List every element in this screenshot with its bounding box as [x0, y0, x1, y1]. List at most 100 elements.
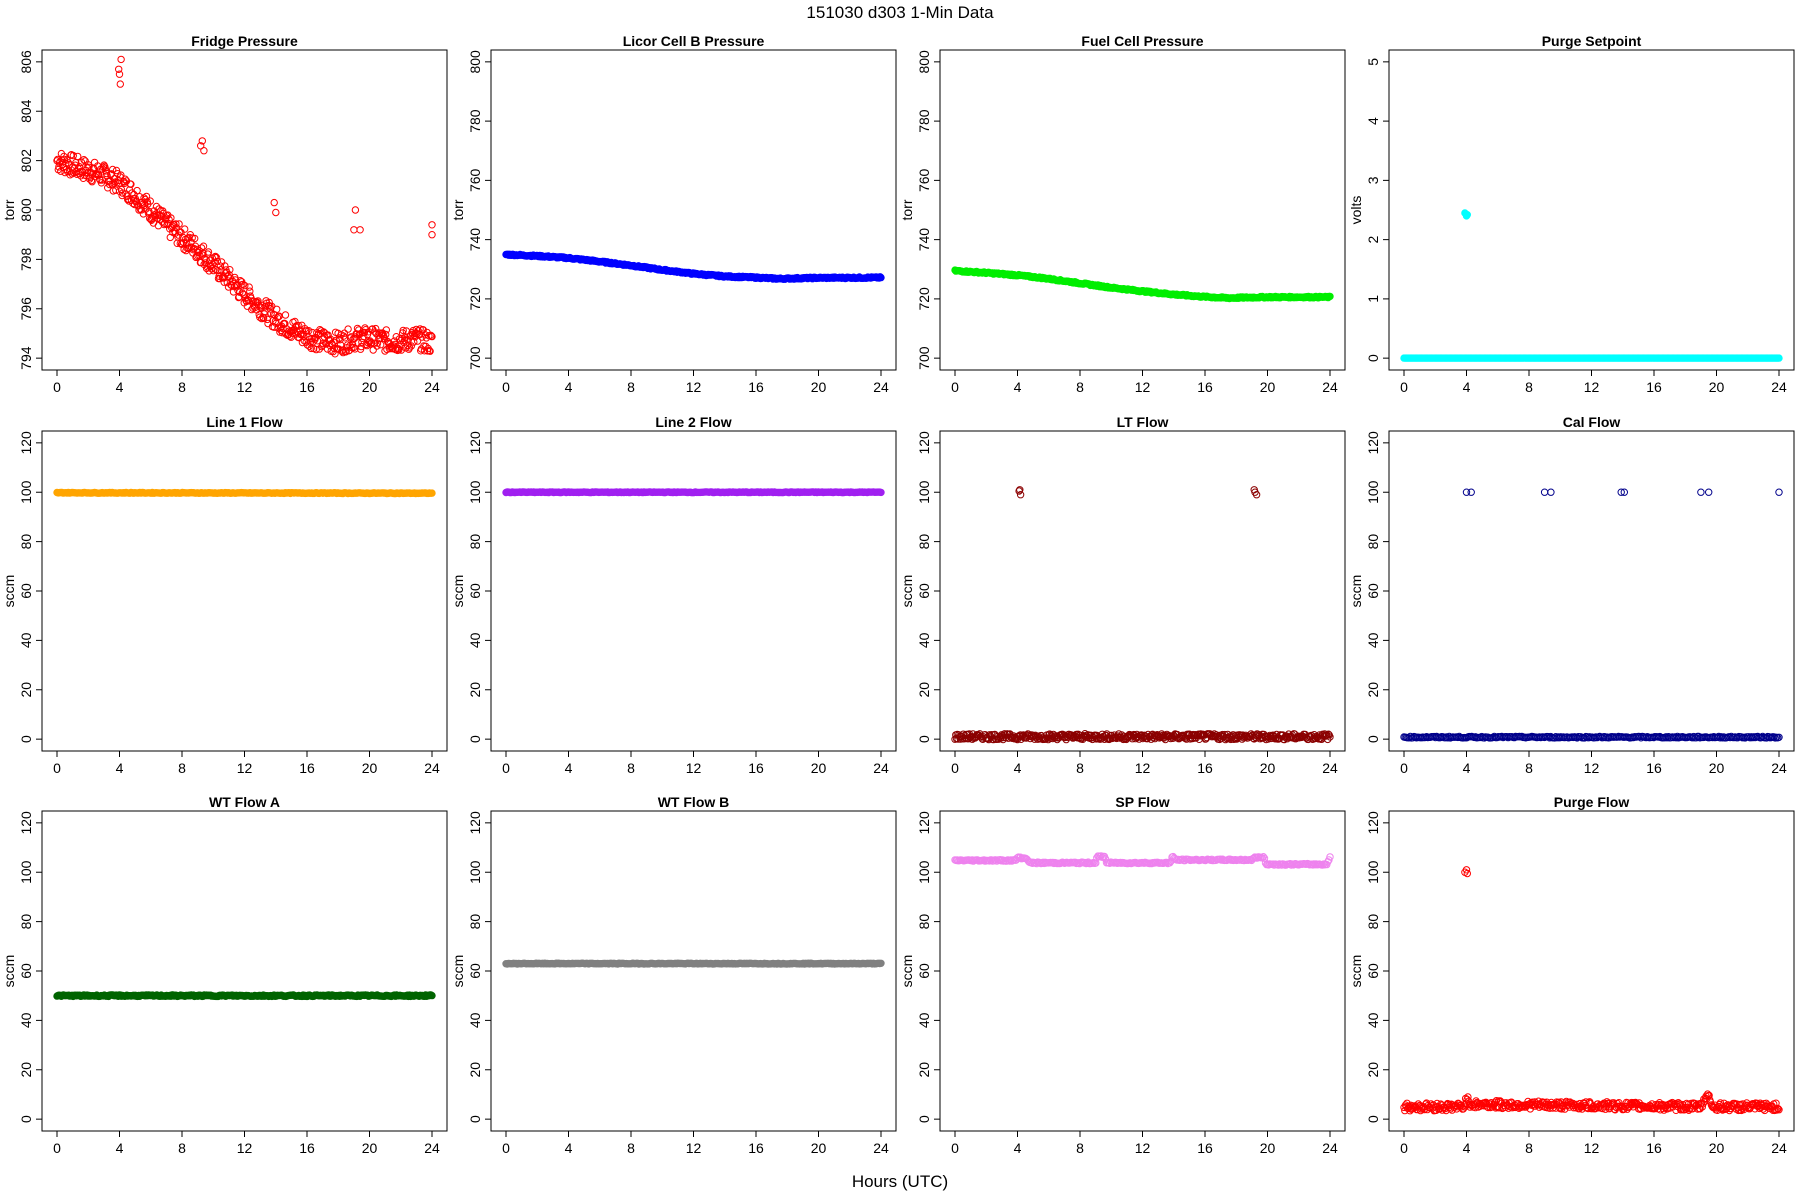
data-point — [305, 342, 313, 350]
y-tick-label: 120 — [916, 431, 932, 455]
y-tick-label: 3 — [1365, 176, 1381, 184]
data-point — [244, 296, 253, 305]
data-point — [369, 346, 377, 354]
outlier-point — [428, 221, 436, 229]
y-tick-label: 5 — [1365, 58, 1381, 66]
data-point — [422, 342, 430, 350]
y-axis-label: torr — [450, 199, 466, 220]
data-point — [1775, 354, 1783, 362]
x-tick-label: 16 — [1197, 379, 1213, 395]
data-point — [216, 262, 225, 270]
y-axis-label: torr — [1, 199, 17, 220]
x-tick-label: 16 — [1646, 1140, 1662, 1156]
x-tick-label: 24 — [873, 1140, 889, 1156]
data-point — [366, 337, 374, 345]
y-axis-label: sccm — [899, 575, 915, 608]
x-tick-label: 8 — [178, 379, 186, 395]
y-tick-label: 120 — [467, 811, 483, 835]
y-tick-label: 720 — [467, 287, 483, 311]
data-point — [419, 326, 427, 334]
y-tick-label: 20 — [1365, 1062, 1381, 1078]
data-point — [239, 280, 247, 289]
panel-1: Licor Cell B Pressuretorr700720740760780… — [450, 33, 897, 395]
series-points — [502, 250, 885, 283]
outlier-point — [272, 208, 280, 217]
outlier-point — [428, 231, 436, 239]
data-point — [199, 242, 208, 250]
data-point — [324, 331, 332, 339]
data-point — [357, 342, 365, 351]
panel-title: LT Flow — [1117, 414, 1169, 430]
data-point — [427, 331, 435, 339]
x-tick-label: 24 — [1771, 1140, 1787, 1156]
y-tick-label: 800 — [916, 50, 932, 74]
data-point — [273, 305, 281, 313]
x-tick-label: 4 — [116, 1140, 124, 1156]
data-point — [372, 324, 380, 333]
x-tick-label: 20 — [1260, 1140, 1276, 1156]
plot-frame — [1388, 810, 1795, 1132]
y-tick-label: 4 — [1365, 117, 1381, 125]
x-tick-label: 16 — [748, 1140, 764, 1156]
data-point — [264, 301, 273, 310]
y-tick-label: 60 — [916, 583, 932, 599]
y-tick-label: 740 — [916, 228, 932, 252]
data-point — [197, 244, 206, 252]
x-tick-label: 0 — [502, 1140, 510, 1156]
x-tick-label: 24 — [424, 379, 440, 395]
data-point — [338, 347, 346, 355]
data-point — [428, 489, 436, 497]
y-tick-label: 120 — [1365, 811, 1381, 835]
data-point — [77, 158, 86, 167]
plot-frame — [939, 430, 1346, 752]
x-tick-label: 16 — [748, 379, 764, 395]
y-axis-label: sccm — [1348, 955, 1364, 988]
data-point — [236, 277, 245, 285]
plot-frame — [939, 49, 1346, 371]
plot-frame — [490, 49, 897, 371]
y-tick-label: 40 — [916, 1012, 932, 1028]
data-point — [221, 262, 229, 270]
y-tick-label: 40 — [1365, 1012, 1381, 1028]
x-tick-label: 24 — [1771, 760, 1787, 776]
plot-frame — [1388, 49, 1795, 371]
series-points — [53, 488, 436, 498]
y-tick-label: 780 — [467, 109, 483, 133]
x-tick-label: 12 — [1135, 1140, 1151, 1156]
outlier-point — [116, 80, 125, 88]
y-tick-label: 100 — [1365, 480, 1381, 504]
y-tick-label: 40 — [18, 1012, 34, 1028]
x-tick-label: 20 — [1260, 760, 1276, 776]
y-tick-label: 0 — [18, 1115, 34, 1123]
x-tick-label: 8 — [1076, 760, 1084, 776]
data-point — [877, 959, 885, 967]
x-tick-label: 16 — [748, 760, 764, 776]
data-point — [167, 214, 175, 222]
x-tick-label: 8 — [1525, 760, 1533, 776]
data-point — [281, 320, 289, 328]
y-tick-label: 120 — [18, 811, 34, 835]
y-tick-label: 20 — [467, 1062, 483, 1078]
y-tick-label: 60 — [916, 963, 932, 979]
y-tick-label: 40 — [18, 632, 34, 648]
data-point — [382, 330, 390, 339]
data-point — [70, 164, 79, 172]
data-point — [133, 186, 141, 195]
x-tick-label: 0 — [951, 1140, 959, 1156]
y-tick-label: 80 — [1365, 534, 1381, 550]
x-tick-label: 16 — [1646, 760, 1662, 776]
y-tick-label: 20 — [916, 682, 932, 698]
outlier-point — [115, 70, 124, 78]
outlier-point — [356, 226, 364, 234]
outlier-point — [351, 206, 360, 214]
data-point — [428, 332, 436, 341]
data-point — [175, 220, 183, 228]
panel-title: Licor Cell B Pressure — [623, 33, 765, 49]
y-axis-label: sccm — [1348, 575, 1364, 608]
y-tick-label: 0 — [18, 735, 34, 743]
data-point — [377, 341, 385, 349]
data-point — [74, 152, 82, 161]
outlier-point — [115, 65, 123, 74]
y-tick-label: 0 — [1365, 354, 1381, 362]
